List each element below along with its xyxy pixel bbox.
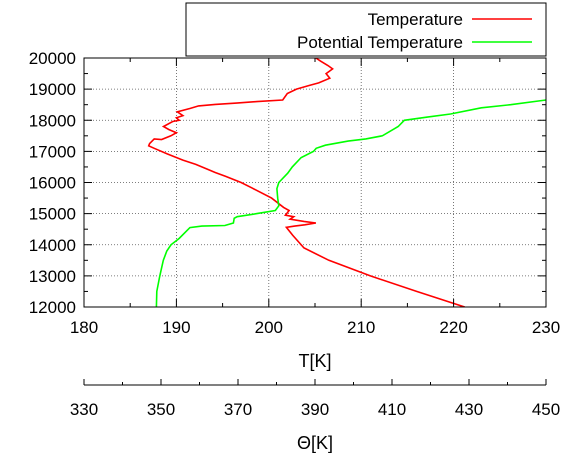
x-tick-label: 220: [439, 318, 467, 337]
secondary-axis-label: Θ[K]: [297, 433, 333, 453]
x-tick-label: 200: [255, 318, 283, 337]
legend-label-temperature: Temperature: [368, 10, 463, 29]
y-tick-label: 19000: [29, 80, 76, 99]
x-axis-label: T[K]: [298, 351, 331, 371]
x-tick-label: 180: [70, 318, 98, 337]
legend-box: [185, 2, 547, 57]
y-tick-label: 13000: [29, 267, 76, 286]
secondary-tick-labels: 330 350 370 390 410 430 450: [70, 400, 560, 419]
secondary-tick-label: 430: [455, 400, 483, 419]
x-tick-labels: 180 190 200 210 220 230: [70, 318, 560, 337]
x-tick-label: 210: [347, 318, 375, 337]
series-line-temperature: [147, 58, 465, 307]
series-line-potential-temperature: [155, 99, 546, 307]
y-tick-label: 18000: [29, 111, 76, 130]
grid-lines: [84, 58, 546, 307]
secondary-tick-label: 370: [224, 400, 252, 419]
x-tick-label: 190: [162, 318, 190, 337]
legend: Temperature Potential Temperature: [185, 2, 547, 57]
y-tick-label: 12000: [29, 298, 76, 317]
legend-label-potential-temperature: Potential Temperature: [297, 33, 463, 52]
secondary-tick-label: 410: [378, 400, 406, 419]
series-layer: [147, 58, 546, 307]
y-tick-label: 20000: [29, 49, 76, 68]
secondary-tick-label: 350: [147, 400, 175, 419]
y-tick-labels: 12000 13000 14000 15000 16000 17000 18000 19000…: [29, 49, 76, 317]
tick-marks: [83, 57, 547, 308]
y-tick-label: 15000: [29, 205, 76, 224]
secondary-tick-marks: [83, 379, 547, 385]
secondary-tick-label: 330: [70, 400, 98, 419]
secondary-tick-label: 390: [301, 400, 329, 419]
y-tick-label: 14000: [29, 236, 76, 255]
y-tick-label: 16000: [29, 174, 76, 193]
x-tick-label: 230: [532, 318, 560, 337]
y-tick-label: 17000: [29, 142, 76, 161]
secondary-tick-label: 450: [532, 400, 560, 419]
secondary-x-axis: 330 350 370 390 410 430 450 Θ[K]: [70, 379, 560, 453]
